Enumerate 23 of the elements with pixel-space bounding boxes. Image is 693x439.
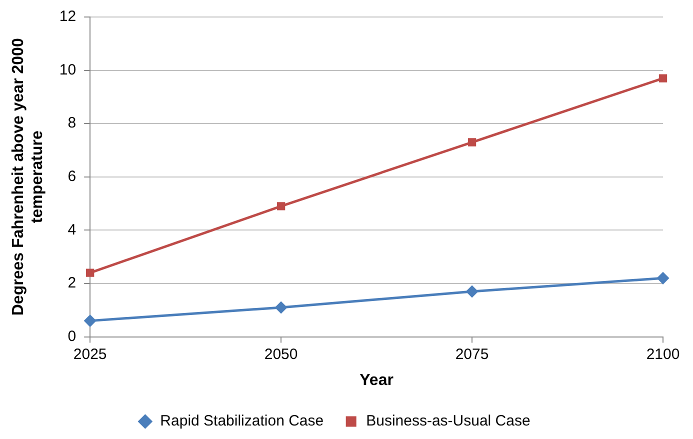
y-tick-label: 0 — [68, 328, 76, 345]
y-tick-label: 6 — [68, 168, 76, 186]
y-tick-label: 2 — [68, 274, 76, 292]
point — [86, 268, 94, 277]
point — [657, 272, 669, 284]
y-tick-label: 12 — [59, 8, 76, 26]
y-tick-label: 10 — [59, 61, 76, 78]
y-tick-label: 8 — [68, 114, 76, 132]
x-tick-label: 2100 — [646, 346, 680, 363]
point — [466, 286, 478, 298]
legend-label: Rapid Stabilization Case — [160, 412, 324, 430]
x-axis-title: Year — [360, 372, 394, 389]
point — [275, 302, 287, 314]
y-axis-title: Degrees Fahrenheit above year 2000 temperature — [10, 38, 46, 316]
x-tick-label: 2075 — [455, 346, 489, 363]
y-tick-label: 4 — [68, 221, 76, 238]
point — [276, 202, 286, 210]
point — [658, 74, 668, 82]
x-tick-label: 2025 — [73, 346, 107, 363]
x-tick-label: 2050 — [264, 346, 298, 363]
point — [468, 138, 476, 146]
point — [84, 315, 96, 327]
legend-label: Business-as-Usual Case — [366, 412, 530, 430]
